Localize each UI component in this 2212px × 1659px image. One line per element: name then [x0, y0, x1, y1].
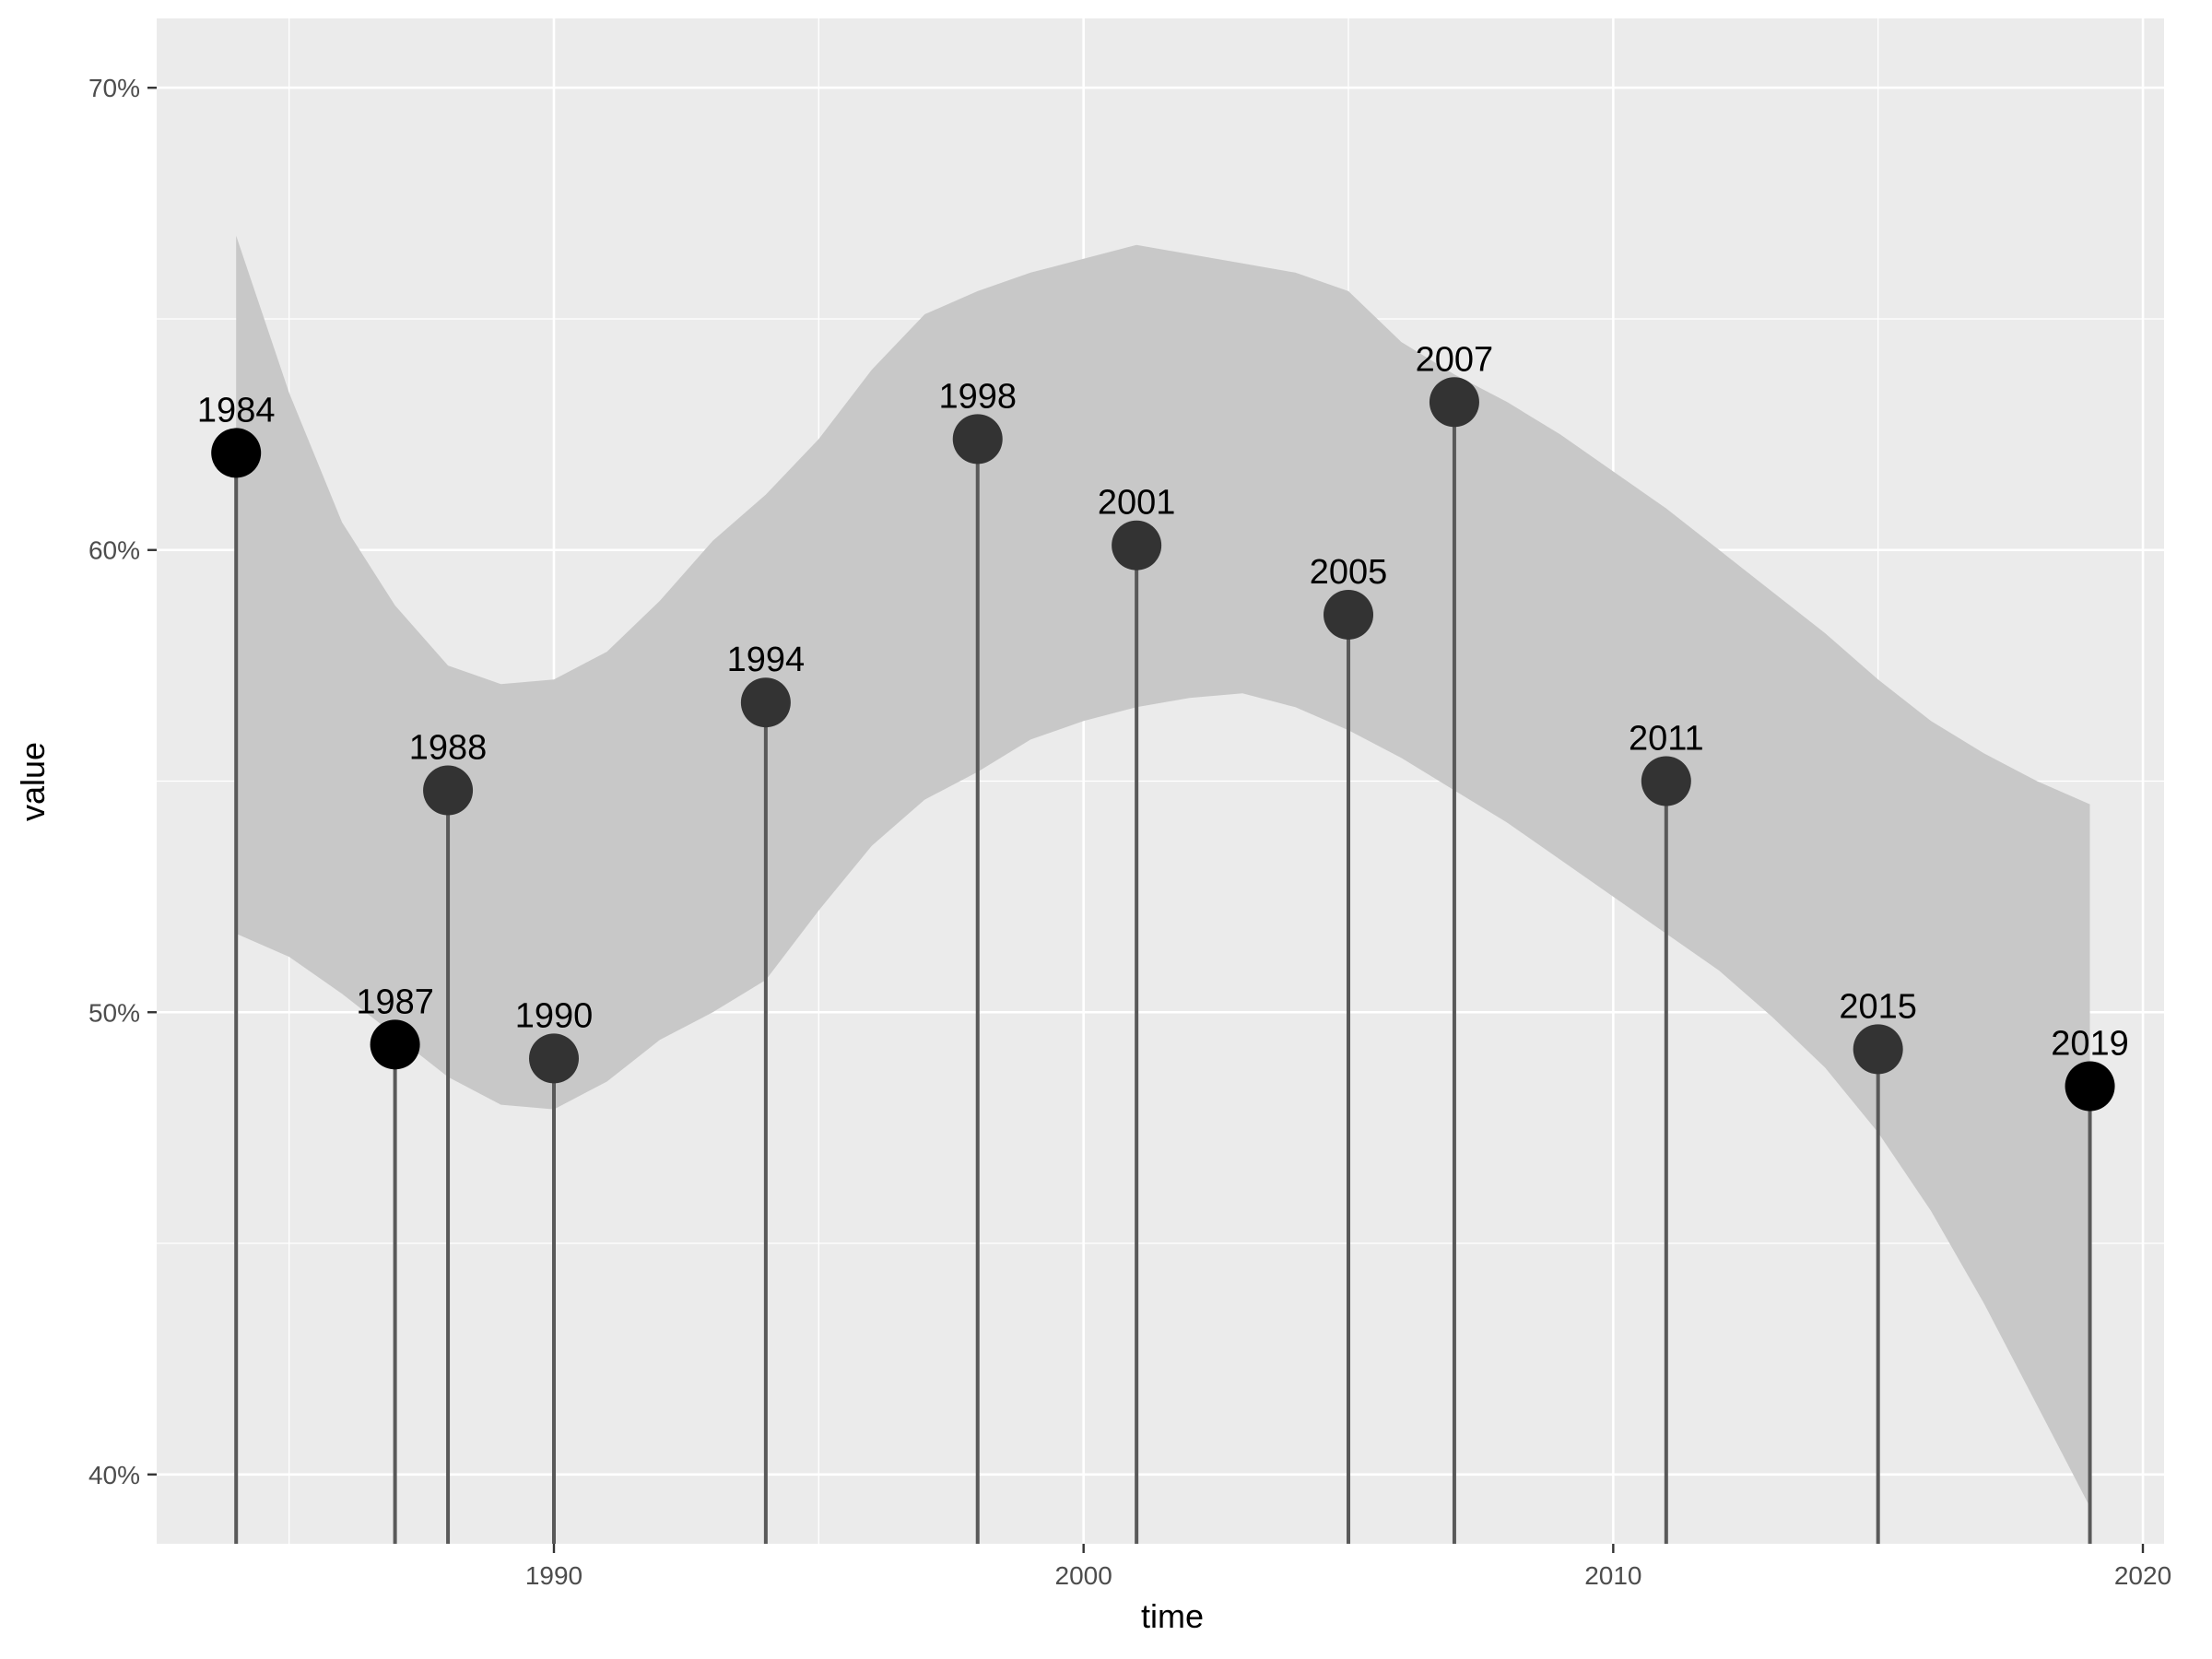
y-tick-label: 40%	[88, 1461, 140, 1489]
point-1987	[370, 1019, 420, 1070]
axes: 1990 2000 2010 2020 40% 50% 60% 70%	[88, 74, 2171, 1590]
confidence-band	[236, 235, 2090, 1507]
point-label-1987: 1987	[356, 982, 434, 1021]
y-tick-label: 60%	[88, 536, 140, 565]
confidence-band-area	[236, 235, 2090, 1507]
x-tick-label: 2010	[1584, 1561, 1641, 1590]
point-2007	[1429, 377, 1479, 428]
point-label-1998: 1998	[938, 377, 1017, 416]
point-label-1988: 1988	[409, 729, 488, 768]
point-1994	[740, 677, 791, 728]
x-axis-title: time	[1141, 1597, 1204, 1635]
x-tick-label: 1990	[525, 1561, 582, 1590]
stems	[234, 402, 2092, 1544]
point-2005	[1324, 589, 1374, 640]
point-2015	[1853, 1024, 1903, 1075]
point-1984	[211, 428, 262, 478]
point-label-2001: 2001	[1098, 484, 1176, 523]
point-label-1984: 1984	[197, 391, 276, 429]
x-tick-label: 2020	[2114, 1561, 2171, 1590]
point-2019	[2065, 1061, 2115, 1112]
y-tick-label: 70%	[88, 74, 140, 102]
point-label-2019: 2019	[2051, 1025, 2129, 1064]
point-label-1994: 1994	[727, 641, 806, 679]
y-tick-label: 50%	[88, 998, 140, 1027]
point-label-1990: 1990	[515, 996, 594, 1035]
x-tick-label: 2000	[1055, 1561, 1112, 1590]
point-1990	[529, 1033, 580, 1084]
y-axis-title: value	[14, 742, 52, 821]
point-2001	[1112, 520, 1162, 571]
point-label-2007: 2007	[1416, 340, 1494, 379]
point-1998	[952, 414, 1003, 465]
points	[211, 377, 2115, 1112]
point-2011	[1641, 756, 1691, 806]
point-1988	[423, 765, 474, 816]
point-label-2011: 2011	[1629, 720, 1704, 759]
point-labels: 1984 1987 1988 1990 1994 1998 2001 2005 2007 2011…	[197, 340, 2129, 1063]
point-label-2005: 2005	[1310, 553, 1388, 592]
point-label-2015: 2015	[1839, 987, 1917, 1026]
